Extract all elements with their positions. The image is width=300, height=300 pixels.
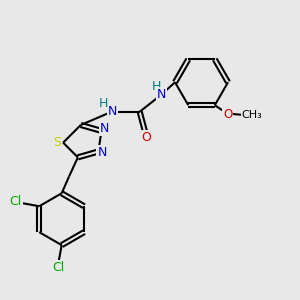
Text: O: O xyxy=(141,131,151,144)
Text: N: N xyxy=(97,146,107,159)
Text: N: N xyxy=(108,105,117,118)
Text: S: S xyxy=(53,136,61,149)
Text: CH₃: CH₃ xyxy=(242,110,262,120)
Text: Cl: Cl xyxy=(52,261,65,274)
Text: H: H xyxy=(99,97,108,110)
Text: Cl: Cl xyxy=(10,195,22,208)
Text: N: N xyxy=(100,122,109,135)
Text: H: H xyxy=(152,80,161,93)
Text: N: N xyxy=(157,88,166,101)
Text: O: O xyxy=(223,108,232,121)
